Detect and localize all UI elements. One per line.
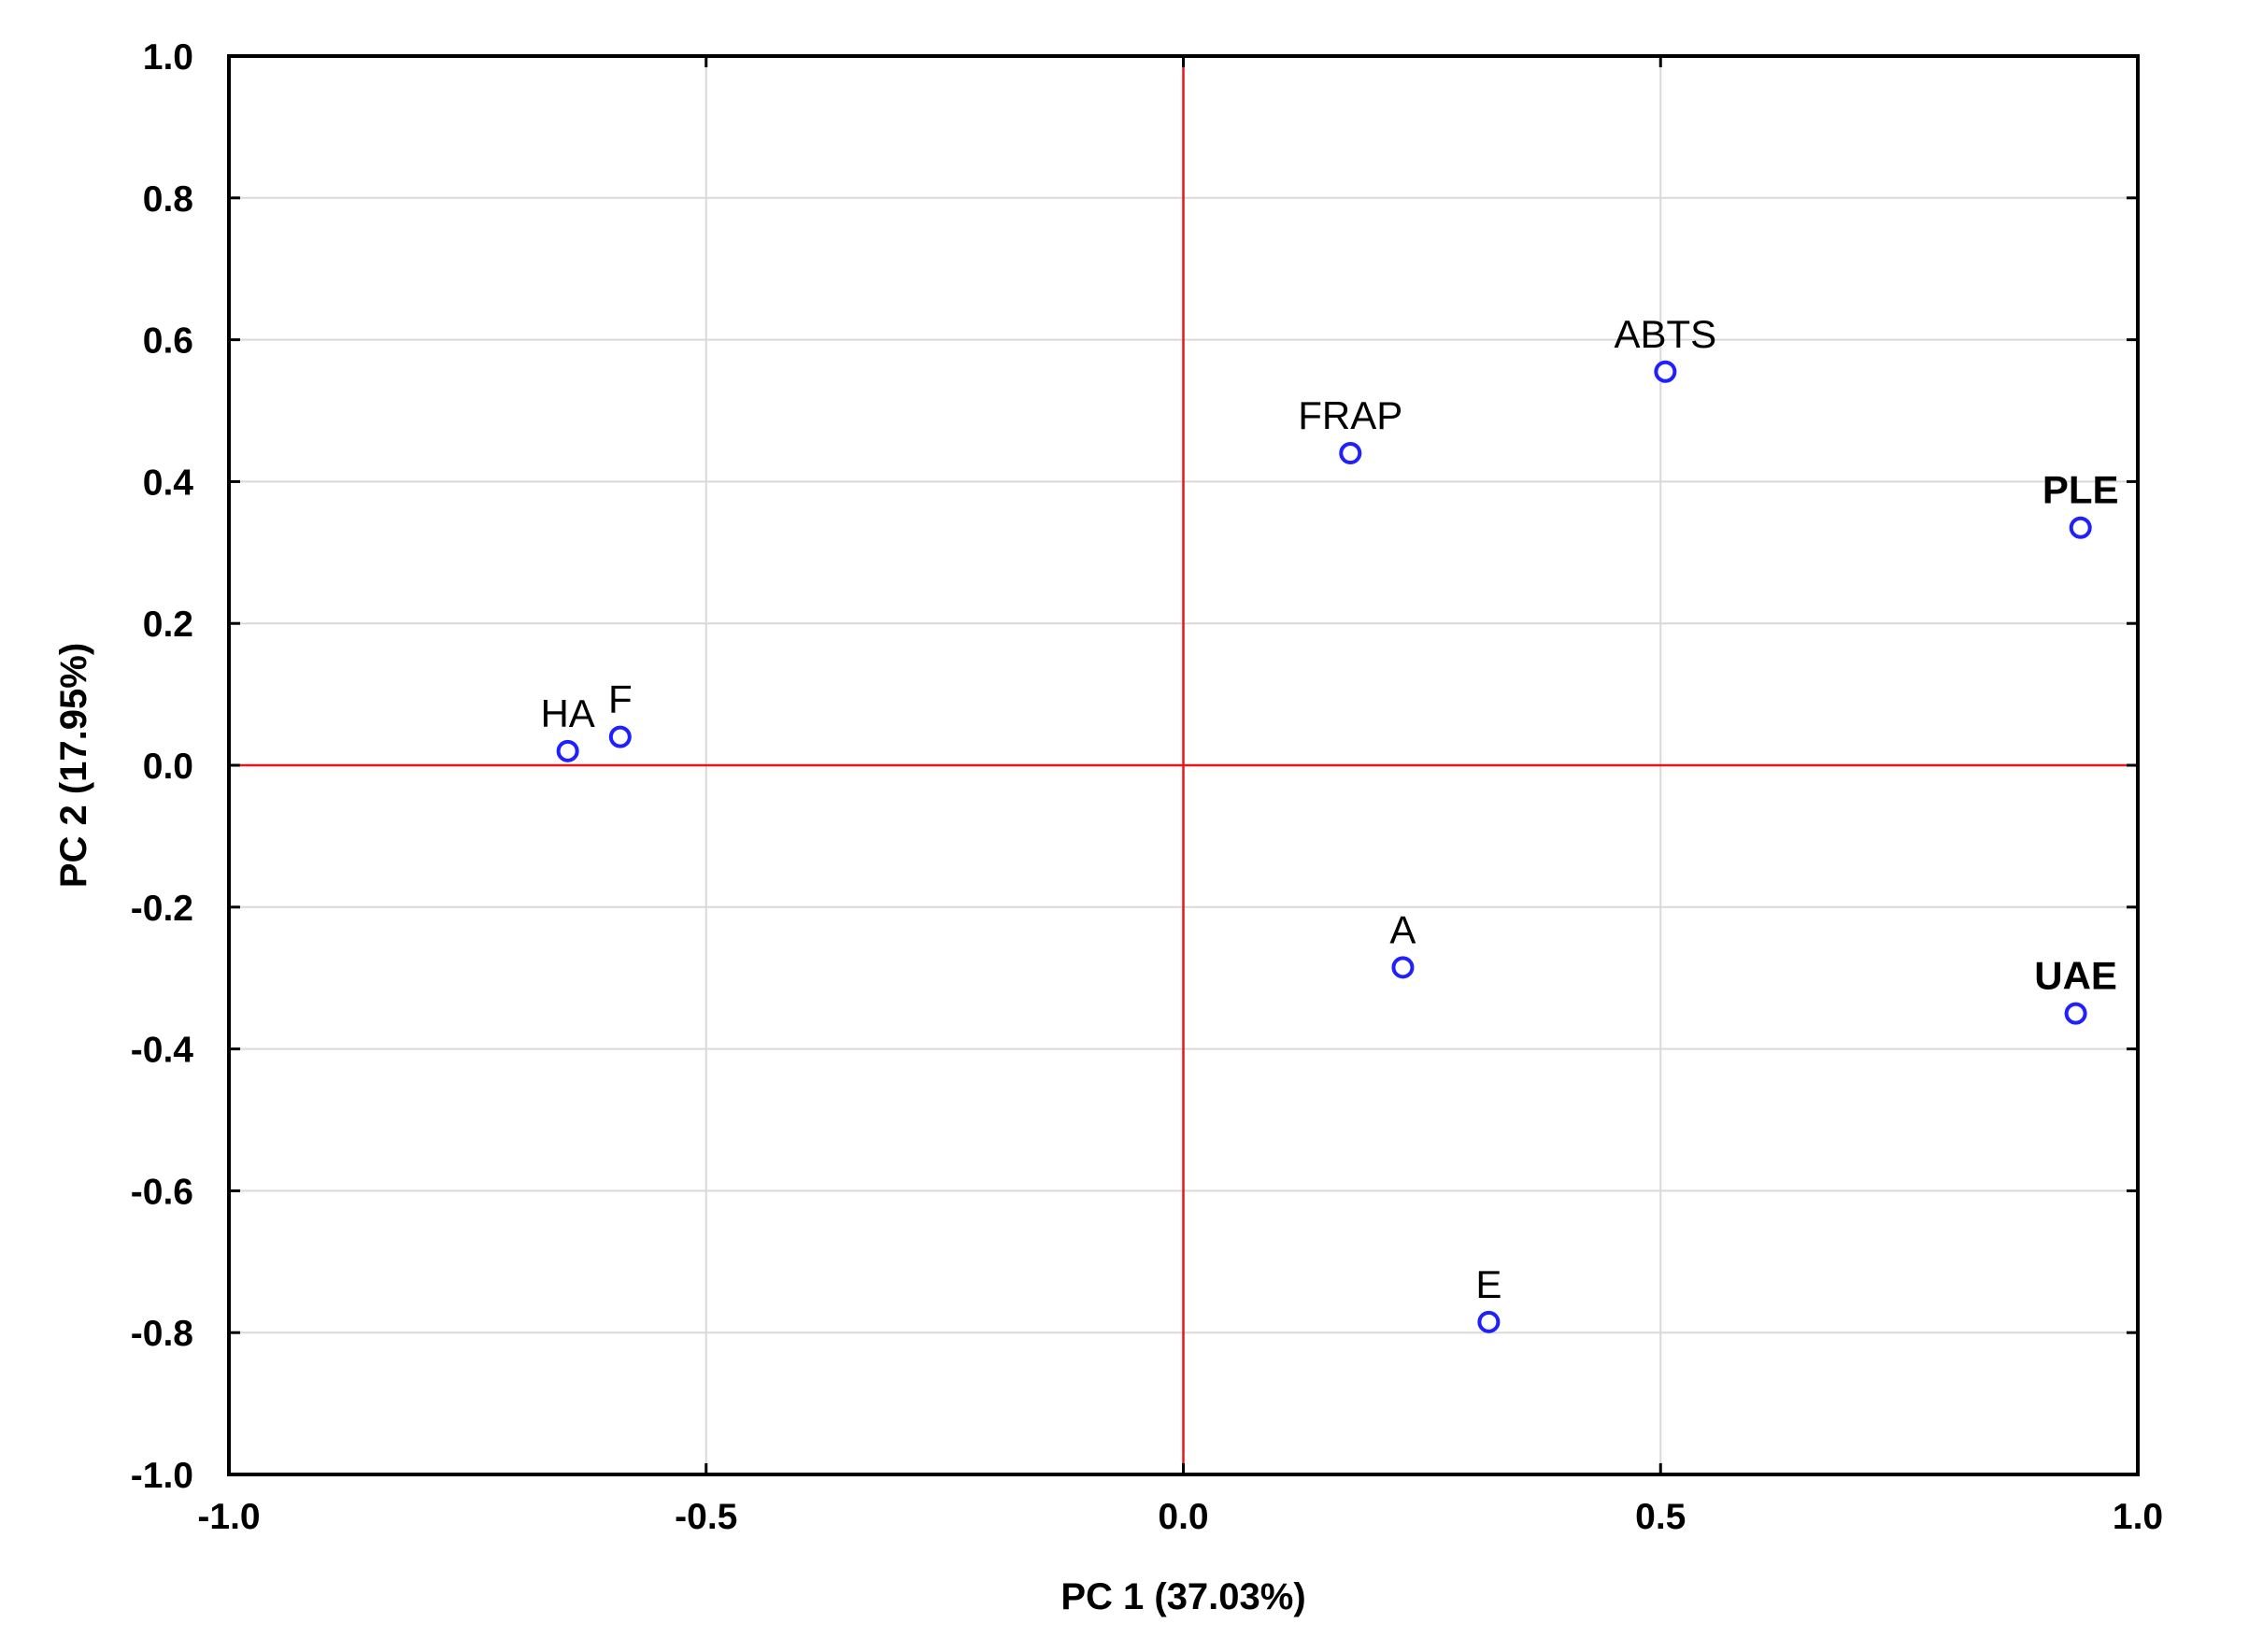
y-tick-label: 0.2 (143, 605, 193, 645)
x-axis-title: PC 1 (37.03%) (1060, 1576, 1305, 1617)
x-tick-label: -0.5 (675, 1497, 737, 1537)
y-axis-title: PC 2 (17.95%) (53, 643, 94, 888)
point-label-f: F (608, 677, 633, 721)
point-label-e: E (1475, 1262, 1502, 1306)
x-tick-label: -1.0 (197, 1497, 260, 1537)
y-tick-label: 0.8 (143, 179, 193, 220)
data-point-a (1391, 956, 1415, 979)
data-point-e (1477, 1310, 1501, 1333)
y-tick-label: 1.0 (143, 37, 193, 78)
y-tick-label: -1.0 (131, 1456, 193, 1496)
x-tick-label: 0.0 (1158, 1497, 1208, 1537)
reference-lines (229, 56, 2138, 1474)
y-tick-label: -0.6 (131, 1172, 193, 1212)
point-label-ple: PLE (2042, 468, 2119, 512)
data-point-ple (2069, 516, 2092, 539)
axis-ticks (227, 54, 2140, 1476)
x-tick-label: 0.5 (1635, 1497, 1686, 1537)
x-tick-label: 1.0 (2113, 1497, 2163, 1537)
y-tick-label: 0.0 (143, 747, 193, 787)
y-tick-label: 0.6 (143, 321, 193, 362)
y-tick-label: -0.2 (131, 889, 193, 929)
data-point-ha (556, 739, 579, 762)
data-point-abts (1654, 360, 1677, 383)
point-label-frap: FRAP (1298, 393, 1402, 437)
data-points: ABTS FRAP PLE HA F A UAE E (540, 312, 2119, 1333)
data-point-uae (2064, 1002, 2087, 1025)
point-label-a: A (1389, 907, 1416, 951)
x-tick-labels: -1.0 -0.5 0.0 0.5 1.0 (197, 1497, 2163, 1537)
data-point-frap (1339, 442, 1362, 465)
data-point-f (608, 725, 632, 748)
y-tick-labels: 1.0 0.8 0.6 0.4 0.2 0.0 -0.2 -0.4 -0.6 -0.8 -1.0 (131, 37, 194, 1496)
point-label-uae: UAE (2034, 954, 2117, 998)
y-tick-label: 0.4 (143, 463, 194, 503)
point-label-ha: HA (540, 691, 594, 735)
y-tick-label: -0.4 (131, 1031, 194, 1071)
point-label-abts: ABTS (1615, 312, 1717, 356)
y-tick-label: -0.8 (131, 1314, 193, 1354)
